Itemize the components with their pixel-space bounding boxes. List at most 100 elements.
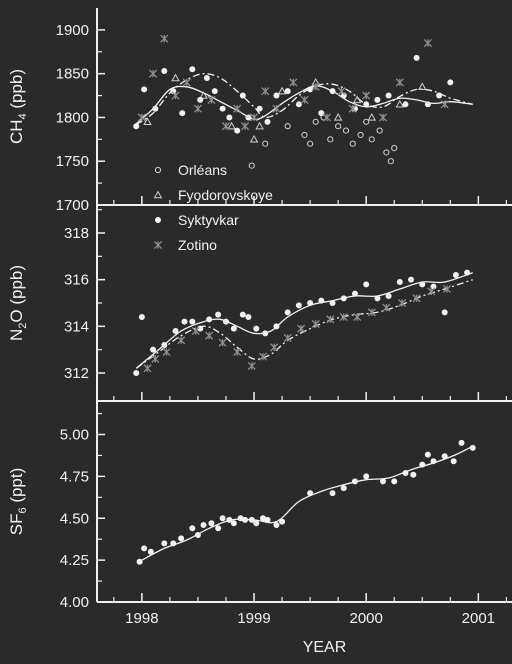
panel-0-point-2-7 [197, 96, 204, 103]
panel-1-point-0-16 [273, 323, 280, 330]
panel-0-point-2-32 [447, 79, 454, 86]
panel-0-point-3-13 [289, 78, 298, 87]
panel-0-point-3-22 [423, 38, 432, 48]
panel-2-point-0-3 [161, 540, 168, 547]
panel-0-point-3-7 [221, 122, 231, 131]
panel-1-point-0-11 [230, 325, 237, 332]
panel-0-point-0-13 [368, 136, 375, 143]
panel-2-point-0-21 [279, 518, 286, 525]
panel-0-point-2-31 [436, 92, 443, 99]
panel-1-point-1-10 [270, 343, 279, 352]
panel-0-point-2-25 [363, 101, 370, 108]
legend-marker-0 [154, 166, 162, 174]
panel-1-point-1-4 [191, 326, 200, 336]
panel-0-point-2-29 [413, 54, 420, 61]
panel-0-point-0-1 [262, 140, 269, 147]
panel-2-point-0-33 [430, 458, 437, 465]
panel-0-point-1-0 [143, 117, 152, 126]
panel-0-point-2-9 [211, 88, 218, 95]
panel-1-point-0-31 [441, 309, 448, 316]
panel-1-point-0-14 [253, 325, 260, 332]
panel-2-point-0-22 [307, 490, 314, 497]
panel-0-ytick-label-0: 1700 [56, 197, 89, 214]
panel-0-point-3-8 [233, 104, 242, 113]
panel-0-point-2-26 [374, 96, 381, 103]
panel-1-ytick-label-0: 312 [64, 365, 89, 382]
panel-1-point-0-18 [295, 302, 302, 309]
panel-2-point-0-31 [419, 461, 426, 468]
panel-0-point-1-1 [171, 73, 180, 82]
panel-0-point-2-13 [239, 92, 246, 99]
panel-2-point-0-11 [219, 515, 226, 522]
panel-0-point-1-5 [255, 121, 264, 130]
panel-1-point-0-19 [307, 300, 314, 306]
panel-0-point-2-22 [329, 88, 336, 95]
panel-1-point-0-1 [138, 314, 145, 320]
panel-0-point-3-21 [395, 78, 404, 87]
panel-0-point-3-4 [182, 78, 191, 87]
panel-1-point-0-33 [464, 269, 471, 276]
panel-0-point-3-14 [300, 95, 309, 104]
panel-0-point-1-12 [418, 82, 427, 91]
panel-0-point-2-16 [264, 118, 271, 125]
panel-1-point-0-22 [340, 295, 347, 302]
panel-0-point-3-10 [249, 113, 259, 122]
panel-1-point-0-28 [408, 276, 415, 283]
panel-1-point-0-24 [363, 281, 370, 288]
panel-2-point-0-20 [273, 521, 280, 528]
panel-0-point-2-30 [424, 101, 431, 108]
panel-0-ylabel-sub: 4 [17, 113, 29, 119]
panel-0-point-2-3 [161, 68, 168, 75]
panel-2-point-0-17 [253, 520, 260, 527]
panel-0-point-3-19 [362, 91, 371, 100]
panel-1-point-0-6 [189, 318, 196, 325]
panel-1-point-1-16 [353, 312, 362, 322]
tick-marks [97, 29, 507, 603]
panel-0-point-1-9 [352, 95, 362, 104]
panel-1-point-1-12 [297, 324, 306, 333]
panel-0-ytick-label-3: 1850 [56, 66, 89, 83]
panel-2-point-0-2 [147, 548, 154, 555]
panel-1-ylabel: N2O (ppb) [7, 265, 29, 341]
panel-0-point-2-17 [273, 92, 280, 99]
panel-1-ytick-label-2: 316 [64, 272, 89, 289]
panel-2-ylabel: SF6 (ppt) [7, 468, 29, 536]
panel-0-point-3-17 [337, 87, 346, 96]
panel-0-point-0-11 [357, 131, 364, 139]
panel-0-point-0-12 [363, 118, 370, 125]
panel-2-point-0-6 [189, 525, 196, 532]
panel-2-point-0-34 [441, 453, 448, 460]
panel-2-point-0-36 [458, 439, 465, 446]
panel-0-ytick-label-2: 1800 [56, 109, 89, 126]
panel-0-point-0-9 [342, 127, 350, 134]
panel-1-curve-solid [135, 272, 473, 369]
panel-0-curve-solid [135, 85, 473, 125]
panel-1-point-1-20 [412, 294, 421, 303]
panel-0-point-2-19 [295, 101, 302, 108]
panel-0-point-2-20 [307, 86, 314, 93]
panel-1-point-0-25 [374, 295, 381, 302]
panel-2-point-0-0 [136, 558, 143, 565]
legend-label-3: Zotino [178, 237, 217, 253]
panel-1-point-1-22 [442, 284, 452, 294]
panel-0-point-3-1 [149, 69, 158, 78]
panel-0-point-2-21 [318, 110, 325, 117]
panel-0-point-2-11 [226, 114, 233, 121]
panel-2-point-0-32 [424, 451, 431, 458]
panel-1-point-0-12 [239, 311, 246, 318]
panel-1-point-0-10 [222, 318, 229, 325]
data-points [133, 34, 476, 565]
panel-0-point-1-4 [249, 134, 259, 143]
panel-1-point-0-4 [172, 328, 179, 334]
panel-1-point-0-3 [161, 342, 168, 348]
panel-0-point-0-15 [383, 149, 390, 156]
panel-2-point-0-16 [248, 516, 255, 523]
legend-marker-2 [155, 217, 161, 223]
panel-1-ylabel-sub: 2 [17, 323, 29, 329]
panel-1-ytick-label-3: 318 [64, 225, 89, 242]
panel-2-point-0-28 [391, 478, 398, 485]
panel-1-point-1-9 [258, 352, 268, 361]
panel-1-ylabel-main: N [7, 329, 26, 341]
panel-2-point-0-19 [264, 516, 271, 523]
